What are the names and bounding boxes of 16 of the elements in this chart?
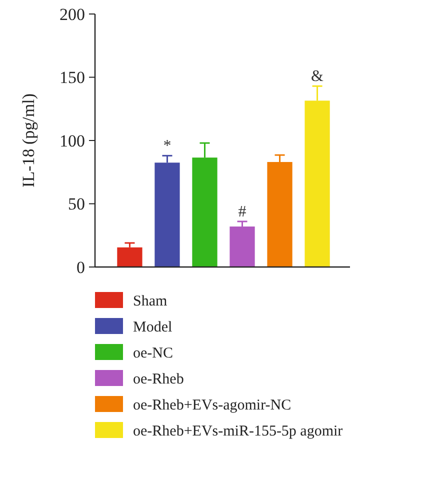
y-tick-label: 150 — [60, 68, 85, 88]
y-tick-label: 0 — [76, 258, 85, 277]
legend-label: oe-Rheb — [133, 371, 184, 388]
legend-label: oe-Rheb+EVs-agomir-NC — [133, 397, 292, 414]
y-tick-label: 50 — [68, 194, 85, 214]
legend-label: oe-Rheb+EVs-miR-155-5p agomir — [133, 423, 343, 440]
data-label: & — [311, 68, 324, 86]
legend-label: oe-NC — [133, 345, 173, 362]
y-tick-label: 200 — [60, 4, 85, 24]
legend-label: Model — [133, 319, 172, 336]
bar — [117, 247, 142, 267]
y-tick-label: 100 — [60, 131, 85, 150]
data-label: * — [163, 138, 172, 155]
y-axis-title: IL-18 (pg/ml) — [19, 94, 38, 188]
data-label: # — [238, 203, 246, 220]
legend-label: Sham — [133, 293, 168, 310]
